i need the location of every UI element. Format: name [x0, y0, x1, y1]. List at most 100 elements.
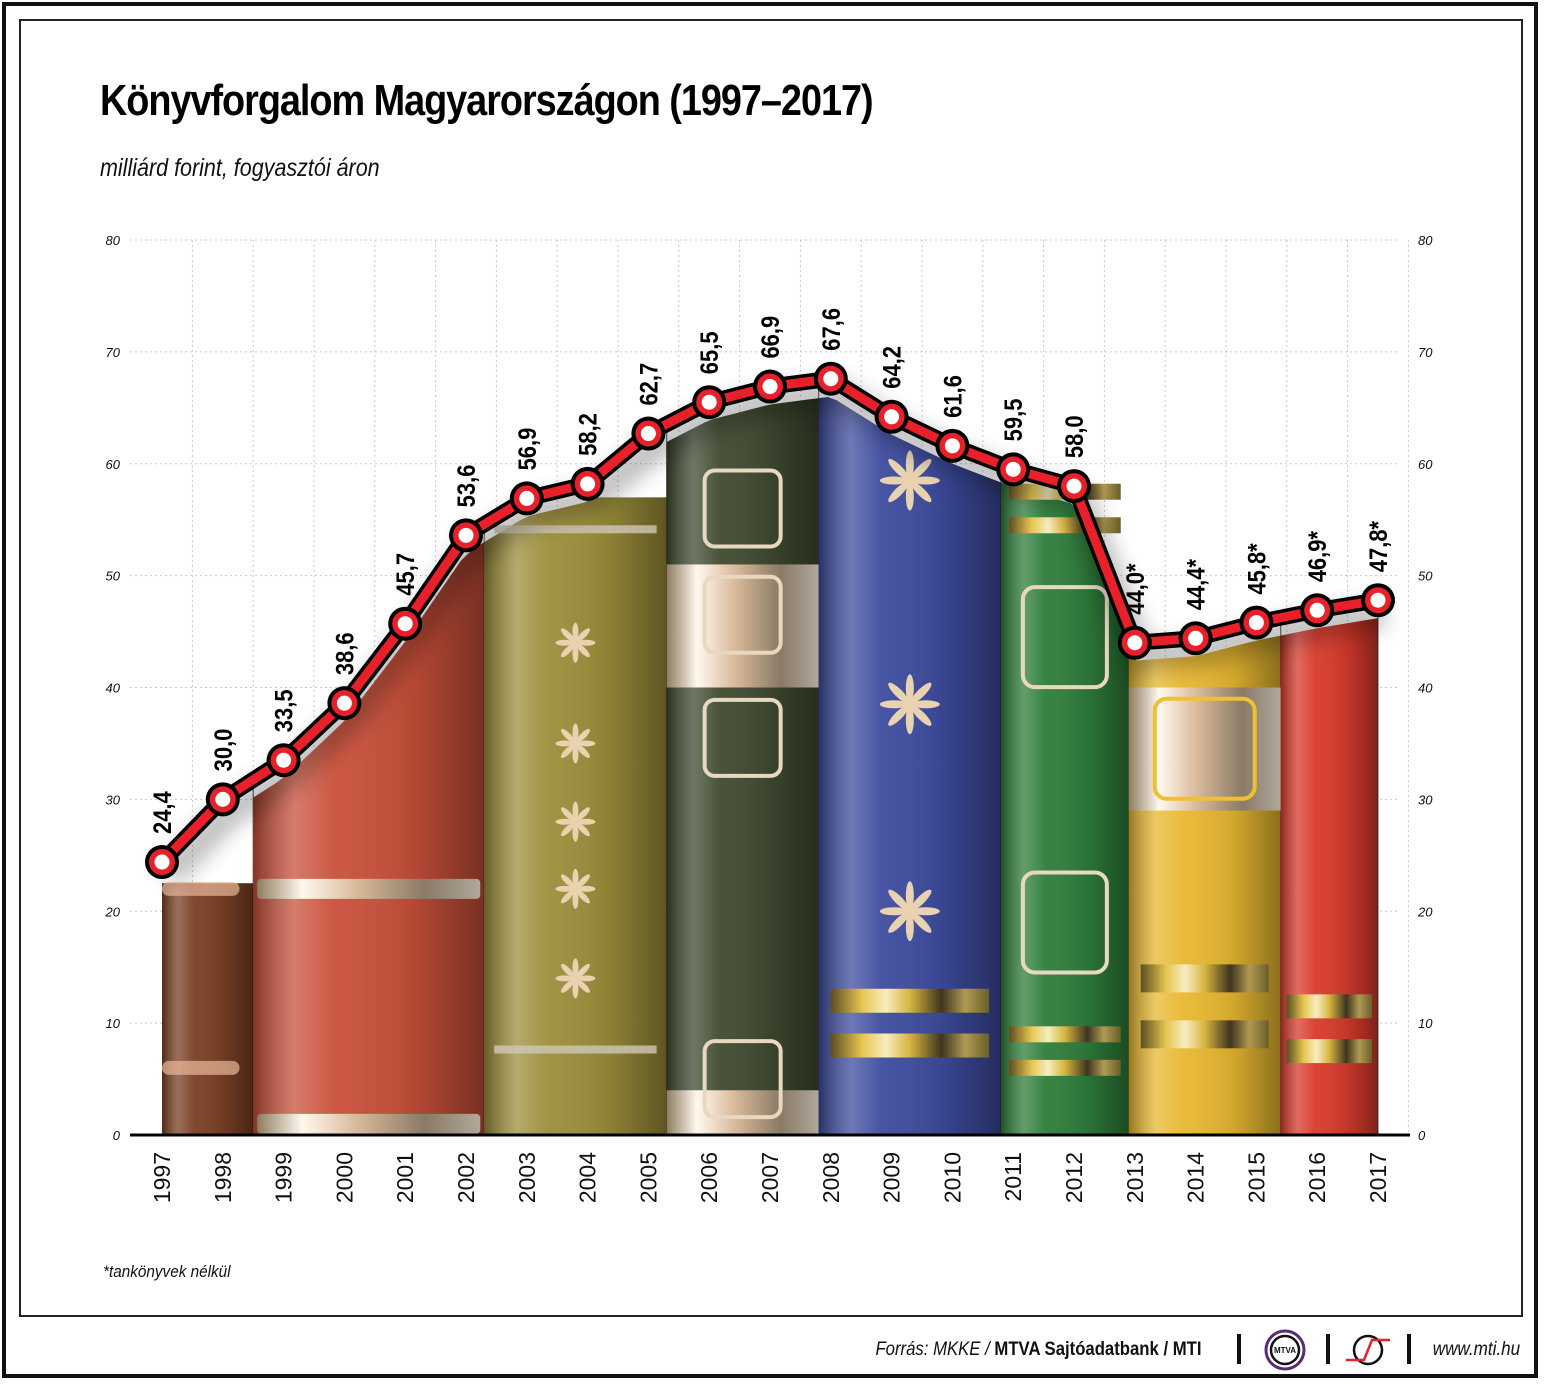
x-tick-label: 2017 [1365, 1152, 1391, 1203]
ornament-frame-icon [702, 574, 783, 655]
x-tick-label: 2004 [575, 1152, 601, 1203]
y-axis-left: 0 10 20 30 40 50 60 70 80 [105, 233, 121, 1143]
data-line [145, 361, 1395, 886]
x-tick-label: 2002 [453, 1152, 479, 1203]
data-labels: 24,4 30,0 33,5 38,6 45,7 53,6 56,9 58,2 62,7 65,5… [149, 308, 1393, 834]
data-value-label: 58,0 [1061, 415, 1089, 458]
y-axis-right: 0 10 20 30 40 50 60 70 80 [1417, 233, 1433, 1143]
x-tick-label: 2006 [696, 1152, 722, 1203]
x-tick-label: 2009 [879, 1152, 905, 1203]
y-tick-label: 50 [1418, 569, 1433, 584]
y-tick-label: 0 [1418, 1128, 1426, 1143]
ornament-frame-icon [1152, 696, 1257, 801]
y-tick-label: 20 [105, 904, 121, 919]
flower-ornament-icon [555, 958, 596, 999]
ornament-frame-icon [1020, 870, 1109, 975]
ornament-frame-icon [702, 697, 783, 778]
y-tick-label: 50 [106, 569, 121, 584]
data-value-label: 64,2 [878, 346, 906, 389]
y-tick-label: 10 [106, 1016, 121, 1031]
y-tick-label: 30 [106, 792, 121, 807]
book-spine-blue [818, 397, 1002, 1135]
data-value-label: 53,6 [453, 465, 481, 508]
separator [1237, 1334, 1241, 1364]
x-axis-labels: 1997 1998 1999 2000 2001 2002 2003 2004 2005 2006… [149, 1152, 1391, 1203]
data-value-label: 62,7 [635, 363, 663, 406]
data-value-label: 45,7 [392, 553, 420, 596]
x-tick-label: 2016 [1304, 1152, 1330, 1203]
data-value-label: 59,5 [1000, 399, 1028, 442]
book-spine-scarlet [1280, 604, 1379, 1135]
data-value-label: 45,8* [1243, 542, 1271, 594]
data-value-label: 65,5 [696, 331, 724, 374]
flower-ornament-icon [879, 674, 940, 735]
inner-frame [19, 19, 1523, 1317]
y-tick-label: 40 [1418, 681, 1433, 696]
x-tick-label: 2011 [1000, 1152, 1026, 1201]
flower-ornament-icon [555, 868, 596, 909]
x-tick-label: 2003 [514, 1152, 540, 1203]
separator [1326, 1334, 1330, 1364]
y-tick-label: 30 [1418, 792, 1433, 807]
flower-ornament-icon [879, 881, 940, 942]
x-tick-label: 2000 [331, 1152, 357, 1203]
y-tick-label: 80 [1418, 233, 1433, 248]
page-title: Könyvforgalom Magyarországon (1997–2017) [100, 76, 874, 125]
x-tick-label: 1999 [271, 1152, 297, 1203]
y-tick-label: 10 [1418, 1016, 1433, 1031]
book-spine-darkgreen [666, 384, 820, 1135]
y-tick-label: 60 [1418, 457, 1433, 472]
data-value-label: 66,9 [757, 316, 785, 359]
data-value-label: 30,0 [210, 729, 238, 772]
book-spine-yellow [1128, 621, 1282, 1135]
x-tick-label: 1997 [149, 1152, 175, 1203]
x-tick-label: 2010 [939, 1152, 965, 1203]
data-value-label: 33,5 [270, 689, 298, 732]
data-value-label: 47,8* [1365, 520, 1393, 572]
x-tick-label: 1998 [210, 1152, 236, 1203]
y-tick-label: 40 [106, 681, 121, 696]
separator [1407, 1334, 1411, 1364]
line-chart: 0 10 20 30 40 50 60 70 80 0 10 20 30 40 50 60 70 80 1997… [105, 233, 1434, 1203]
footnote: *tankönyvek nélkül [103, 1262, 231, 1281]
data-value-label: 56,9 [514, 428, 542, 471]
book-spine-red [253, 528, 485, 1135]
book-spines [162, 384, 1379, 1135]
data-value-label: 44,4* [1182, 558, 1210, 610]
flower-ornament-icon [555, 622, 596, 663]
x-tick-label: 2013 [1122, 1152, 1148, 1203]
flower-ornament-icon [555, 723, 596, 764]
data-value-label: 44,0* [1122, 563, 1150, 615]
source-credit: Forrás: MKKE / MTVA Sajtóadatbank / MTI [875, 1339, 1202, 1360]
data-value-label: 67,6 [818, 308, 846, 351]
website-link[interactable]: www.mti.hu [1432, 1339, 1520, 1360]
y-tick-label: 60 [106, 457, 121, 472]
y-tick-label: 80 [106, 233, 121, 248]
x-tick-label: 2001 [392, 1152, 418, 1203]
ornament-frame-icon [702, 1039, 783, 1120]
footer: Forrás: MKKE / MTVA Sajtóadatbank / MTI … [0, 1328, 1520, 1372]
x-tick-label: 2005 [635, 1152, 661, 1203]
x-tick-label: 2007 [757, 1152, 783, 1203]
svg-text:MTVA: MTVA [1274, 1346, 1296, 1355]
data-value-label: 58,2 [574, 413, 602, 456]
flower-ornament-icon [879, 450, 940, 511]
x-tick-label: 2008 [818, 1152, 844, 1203]
data-value-label: 46,9* [1304, 530, 1332, 582]
data-value-label: 38,6 [331, 632, 359, 675]
y-tick-label: 0 [113, 1128, 121, 1143]
x-tick-label: 2014 [1183, 1152, 1209, 1203]
x-tick-label: 2012 [1061, 1152, 1087, 1203]
y-tick-label: 70 [106, 345, 121, 360]
ornament-frame-icon [1020, 585, 1109, 690]
x-tick-label: 2015 [1243, 1152, 1269, 1203]
y-tick-label: 70 [1418, 345, 1433, 360]
flower-ornament-icon [555, 801, 596, 842]
book-spine-olive [484, 428, 668, 1135]
data-value-label: 24,4 [149, 791, 177, 834]
data-value-label: 61,6 [939, 375, 967, 418]
y-tick-label: 20 [1417, 904, 1433, 919]
mti-logo-icon [1346, 1334, 1390, 1366]
chart-subtitle: milliárd forint, fogyasztói áron [100, 154, 380, 182]
